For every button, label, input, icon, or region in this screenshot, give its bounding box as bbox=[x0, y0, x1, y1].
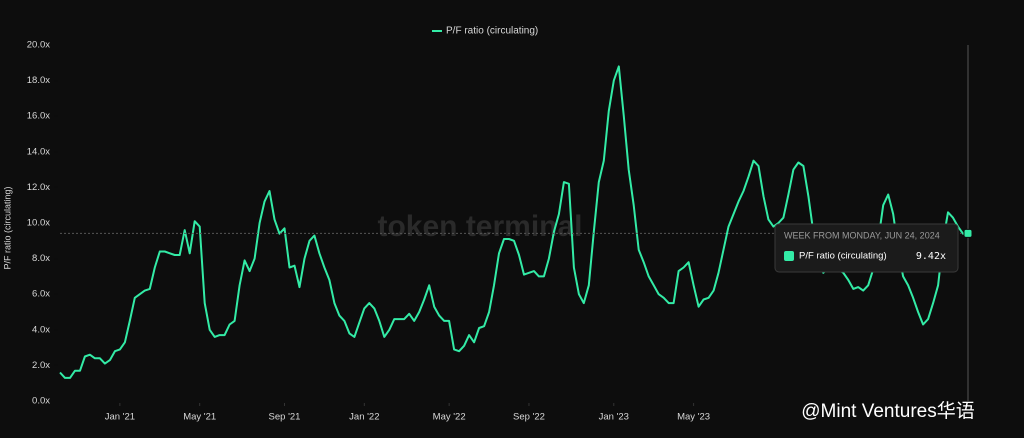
legend-label: P/F ratio (circulating) bbox=[446, 26, 538, 37]
watermark: @Mint Ventures华语 bbox=[801, 400, 974, 422]
watermark: token terminal bbox=[377, 210, 582, 243]
y-tick-label: 4.0x bbox=[32, 324, 50, 335]
hover-marker bbox=[963, 228, 973, 238]
y-tick-label: 14.0x bbox=[27, 146, 50, 157]
tooltip-value: 9.42x bbox=[916, 251, 946, 262]
y-tick-label: 12.0x bbox=[27, 182, 50, 193]
x-tick-label: May '22 bbox=[433, 412, 466, 423]
x-tick-label: May '23 bbox=[677, 412, 710, 423]
y-tick-label: 6.0x bbox=[32, 289, 50, 300]
y-tick-label: 18.0x bbox=[27, 75, 50, 86]
tooltip-swatch bbox=[784, 251, 794, 261]
tooltip-series: P/F ratio (circulating) bbox=[799, 251, 887, 262]
y-tick-label: 10.0x bbox=[27, 218, 50, 229]
x-tick-label: Sep '21 bbox=[269, 412, 301, 423]
x-tick-label: Jan '21 bbox=[105, 412, 135, 423]
tooltip bbox=[774, 223, 959, 273]
x-tick-label: Sep '22 bbox=[513, 412, 545, 423]
x-tick-label: Jan '22 bbox=[349, 412, 379, 423]
x-tick-label: Jan '23 bbox=[599, 412, 629, 423]
y-axis-label: P/F ratio (circulating) bbox=[2, 186, 12, 269]
y-tick-label: 16.0x bbox=[27, 111, 50, 122]
y-tick-label: 0.0x bbox=[32, 396, 50, 407]
x-tick-label: May '21 bbox=[183, 412, 216, 423]
y-tick-label: 20.0x bbox=[27, 40, 50, 51]
y-tick-label: 8.0x bbox=[32, 253, 50, 264]
y-tick-label: 2.0x bbox=[32, 360, 50, 371]
tooltip-title: WEEK FROM MONDAY, JUN 24, 2024 bbox=[784, 230, 940, 240]
